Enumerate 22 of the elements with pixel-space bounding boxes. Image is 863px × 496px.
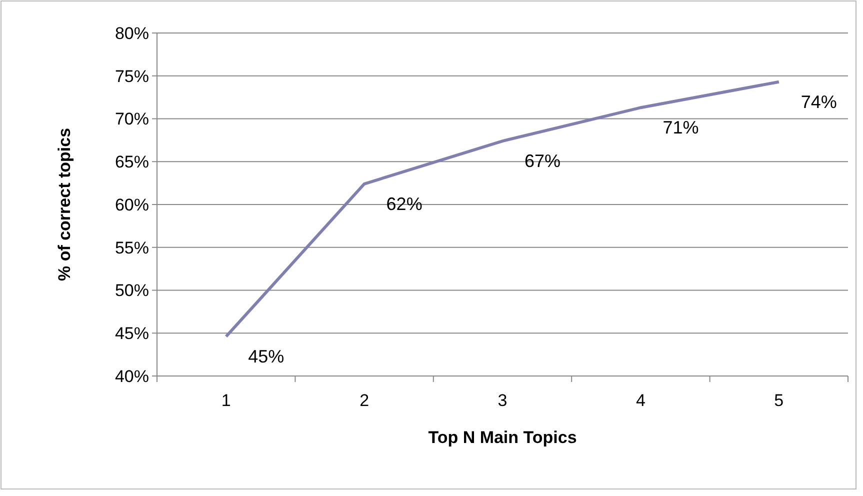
x-axis-title: Top N Main Topics (428, 428, 577, 447)
y-tick-label: 70% (114, 110, 149, 129)
y-tick-label: 65% (114, 152, 149, 172)
y-tick-label: 40% (114, 366, 149, 386)
y-tick-label: 60% (114, 195, 149, 214)
data-label: 62% (386, 194, 422, 214)
line-series (224, 80, 780, 338)
x-tick-label: 2 (360, 391, 370, 410)
y-tick-label: 45% (114, 324, 149, 344)
y-tick-label: 50% (114, 281, 149, 300)
y-axis-title: % of correct topics (55, 128, 74, 282)
data-label: 67% (524, 151, 561, 172)
x-tick-label: 1 (221, 391, 231, 410)
x-tick-label: 4 (636, 391, 646, 410)
x-tick-label: 3 (498, 391, 508, 410)
data-label: 71% (662, 118, 699, 138)
y-tick-label: 75% (114, 66, 149, 86)
y-tick-label: 55% (114, 238, 149, 258)
x-tick-label: 5 (774, 391, 784, 410)
data-label: 74% (800, 92, 837, 112)
data-label: 45% (248, 346, 284, 367)
y-tick-label: 80% (114, 24, 149, 43)
